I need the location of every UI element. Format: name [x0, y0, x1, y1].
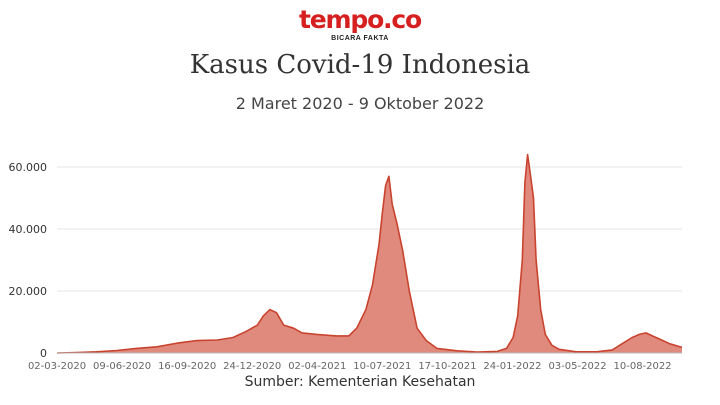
series-area [57, 154, 682, 353]
brand-tagline: BICARA FAKTA [331, 35, 389, 42]
y-tick-label: 60.000 [9, 161, 48, 174]
x-tick-label: 02-04-2021 [288, 361, 346, 372]
x-tick-label: 24-12-2020 [223, 361, 281, 372]
chart-subtitle: 2 Maret 2020 - 9 Oktober 2022 [235, 94, 485, 113]
source-label: Sumber: Kementerian Kesehatan [244, 374, 476, 390]
x-tick-label: 16-09-2020 [158, 361, 216, 372]
series-line [56, 153, 683, 354]
x-tick-label: 09-06-2020 [93, 361, 151, 372]
chart-title: Kasus Covid-19 Indonesia [189, 50, 531, 80]
y-tick-label: 20.000 [9, 285, 48, 298]
y-tick-label: 0 [40, 347, 47, 360]
x-tick-label: 10-07-2021 [353, 361, 411, 372]
y-tick-label: 40.000 [9, 223, 48, 236]
x-tick-label: 17-10-2021 [418, 361, 476, 372]
brand-wordmark: tempo.co [299, 5, 422, 34]
x-tick-label: 03-05-2022 [548, 361, 606, 372]
x-tick-label: 10-08-2022 [614, 361, 672, 372]
x-tick-label: 24-01-2022 [483, 361, 541, 372]
brand-logo[interactable]: tempo.co BICARA FAKTA [0, 6, 720, 43]
x-tick-label: 02-03-2020 [28, 361, 86, 372]
